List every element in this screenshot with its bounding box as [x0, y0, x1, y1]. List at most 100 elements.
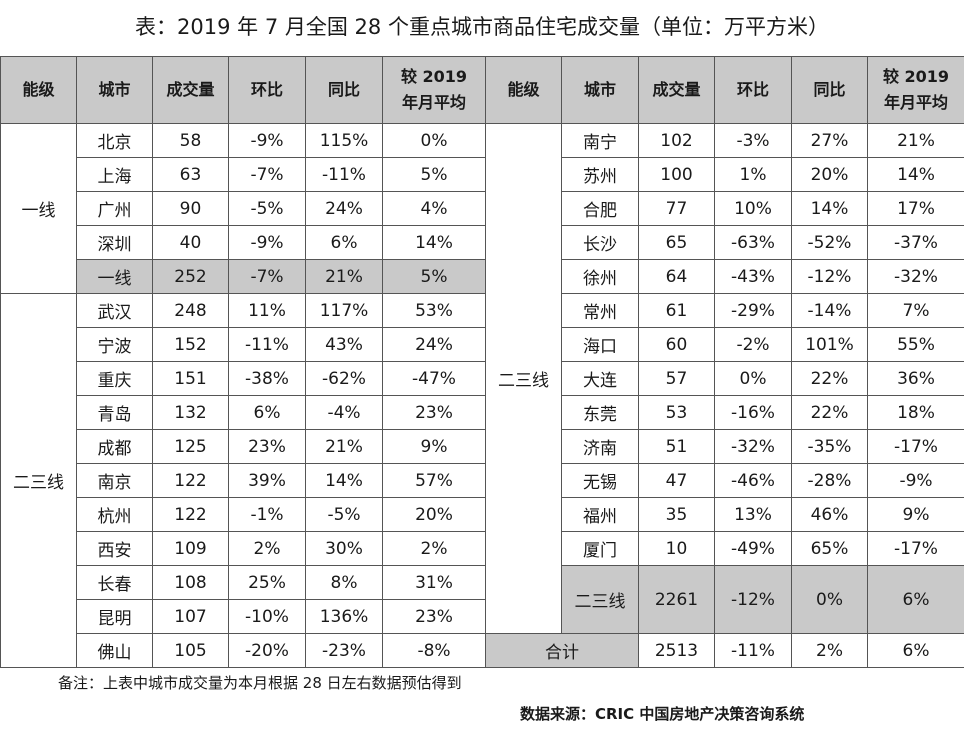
table-row: 佛山 105 -20% -23% -8% 合计 2513 -11% 2% 6%: [1, 633, 964, 668]
cell-mom: 10%: [714, 191, 792, 226]
cell-yoy: 14%: [791, 191, 868, 226]
cell-mom: 0%: [714, 361, 792, 396]
total-vs: 6%: [867, 633, 964, 668]
cell-yoy: 21%: [305, 259, 383, 294]
cell-volume: 64: [638, 259, 715, 294]
header-mom: 环比: [228, 56, 306, 124]
cell-yoy: 22%: [791, 361, 868, 396]
cell-vs: 7%: [867, 293, 964, 328]
cell-city: 福州: [561, 497, 639, 532]
cell-volume: 151: [152, 361, 229, 396]
header-mom: 环比: [714, 56, 792, 124]
table-row: 西安 109 2% 30% 2% 厦门 10 -49% 65% -17%: [1, 531, 964, 566]
cell-volume: 61: [638, 293, 715, 328]
cell-volume: 108: [152, 565, 229, 600]
cell-yoy: -28%: [791, 463, 868, 498]
cell-yoy: 46%: [791, 497, 868, 532]
cell-vs: 23%: [382, 599, 486, 634]
header-yoy: 同比: [791, 56, 868, 124]
cell-yoy: 27%: [791, 123, 868, 158]
cell-vs: 5%: [382, 259, 486, 294]
cell-mom: -7%: [228, 259, 306, 294]
header-vs-avg: 较 2019 年月平均: [867, 56, 964, 124]
cell-volume: 122: [152, 497, 229, 532]
cell-vs: 5%: [382, 157, 486, 192]
cell-mom: 13%: [714, 497, 792, 532]
cell-vs: 31%: [382, 565, 486, 600]
cell-vs: 9%: [867, 497, 964, 532]
cell-vs: -8%: [382, 633, 486, 668]
cell-city: 西安: [76, 531, 153, 566]
cell-yoy: 14%: [305, 463, 383, 498]
cell-mom: -63%: [714, 225, 792, 260]
cell-mom: 1%: [714, 157, 792, 192]
cell-vs: -32%: [867, 259, 964, 294]
cell-city: 武汉: [76, 293, 153, 328]
cell-yoy: 22%: [791, 395, 868, 430]
table-title: 表：2019 年 7 月全国 28 个重点城市商品住宅成交量（单位：万平方米）: [135, 15, 829, 39]
cell-city: 重庆: [76, 361, 153, 396]
cell-city: 无锡: [561, 463, 639, 498]
cell-mom: -10%: [228, 599, 306, 634]
cell-mom: 6%: [228, 395, 306, 430]
header-yoy: 同比: [305, 56, 383, 124]
table-row: 杭州 122 -1% -5% 20% 福州 35 13% 46% 9%: [1, 497, 964, 532]
cell-volume: 100: [638, 157, 715, 192]
header-volume: 成交量: [638, 56, 715, 124]
cell-vs: 53%: [382, 293, 486, 328]
table-note: 备注：上表中城市成交量为本月根据 28 日左右数据预估得到: [58, 674, 462, 692]
cell-vs: -47%: [382, 361, 486, 396]
cell-mom: -29%: [714, 293, 792, 328]
cell-volume: 125: [152, 429, 229, 464]
cell-mom: -2%: [714, 327, 792, 362]
cell-mom: -43%: [714, 259, 792, 294]
cell-city: 合肥: [561, 191, 639, 226]
cell-yoy: -35%: [791, 429, 868, 464]
total-volume: 2513: [638, 633, 715, 668]
cell-volume: 2261: [638, 565, 715, 634]
cell-city: 广州: [76, 191, 153, 226]
cell-vs: 20%: [382, 497, 486, 532]
cell-yoy: 8%: [305, 565, 383, 600]
cell-city: 海口: [561, 327, 639, 362]
cell-volume: 65: [638, 225, 715, 260]
total-label: 合计: [485, 633, 639, 668]
table-row: 成都 125 23% 21% 9% 济南 51 -32% -35% -17%: [1, 429, 964, 464]
table-row: 长春 108 25% 8% 31% 二三线 2261 -12% 0% 6%: [1, 565, 964, 634]
cell-yoy: -14%: [791, 293, 868, 328]
cell-vs: -17%: [867, 429, 964, 464]
table-row: 昆明 107 -10% 136% 23%: [1, 599, 964, 634]
cell-vs: 9%: [382, 429, 486, 464]
cell-city: 成都: [76, 429, 153, 464]
cell-yoy: 30%: [305, 531, 383, 566]
cell-yoy: -4%: [305, 395, 383, 430]
cell-city: 济南: [561, 429, 639, 464]
level-tier23-right: 二三线: [485, 123, 562, 634]
cell-volume: 51: [638, 429, 715, 464]
cell-city: 青岛: [76, 395, 153, 430]
cell-mom: 11%: [228, 293, 306, 328]
cell-yoy: -62%: [305, 361, 383, 396]
cell-yoy: -12%: [791, 259, 868, 294]
cell-mom: -20%: [228, 633, 306, 668]
cell-vs: 23%: [382, 395, 486, 430]
cell-volume: 63: [152, 157, 229, 192]
cell-volume: 107: [152, 599, 229, 634]
cell-yoy: 136%: [305, 599, 383, 634]
cell-city: 东莞: [561, 395, 639, 430]
cell-city: 厦门: [561, 531, 639, 566]
cell-yoy: 6%: [305, 225, 383, 260]
cell-city: 南宁: [561, 123, 639, 158]
cell-vs: 24%: [382, 327, 486, 362]
cell-mom: -9%: [228, 123, 306, 158]
cell-city: 长春: [76, 565, 153, 600]
cell-city: 大连: [561, 361, 639, 396]
cell-yoy: -5%: [305, 497, 383, 532]
cell-volume: 248: [152, 293, 229, 328]
cell-vs: 18%: [867, 395, 964, 430]
cell-vs: 6%: [867, 565, 964, 634]
cell-volume: 252: [152, 259, 229, 294]
cell-vs: 14%: [382, 225, 486, 260]
table-row: 广州 90 -5% 24% 4% 合肥 77 10% 14% 17%: [1, 191, 964, 226]
cell-volume: 122: [152, 463, 229, 498]
